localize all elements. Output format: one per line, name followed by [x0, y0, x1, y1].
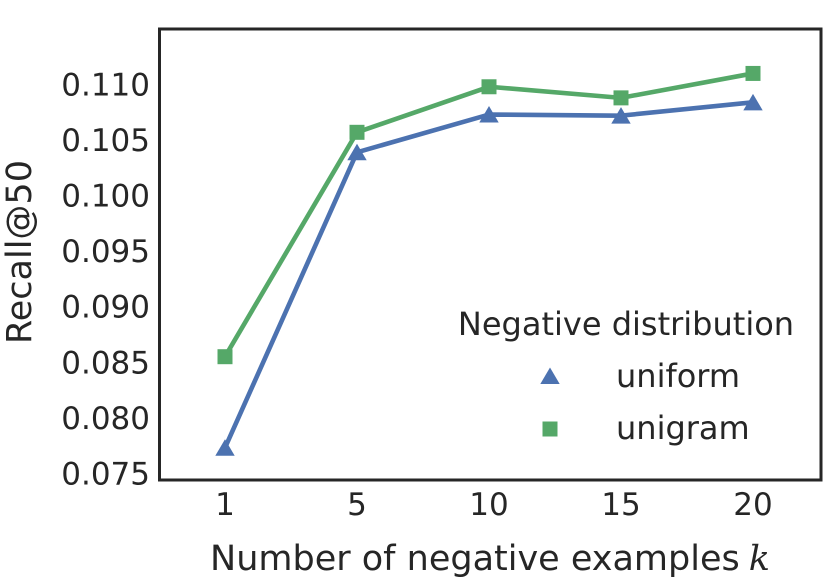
y-tick-label: 0.090	[61, 290, 150, 326]
legend-item-unigram: unigram	[542, 409, 750, 447]
data-point-marker-unigram	[613, 90, 629, 106]
y-tick-label: 0.100	[61, 179, 150, 215]
x-tick-label: 15	[601, 487, 640, 523]
data-point-marker-unigram	[217, 349, 233, 365]
data-point-marker-unigram	[481, 79, 497, 95]
data-point-marker-uniform	[743, 93, 763, 111]
legend-item-label: unigram	[616, 409, 750, 447]
x-tick-label: 1	[215, 487, 235, 523]
x-tick-label: 20	[733, 487, 772, 523]
x-tick-label: 10	[469, 487, 508, 523]
triangle-marker-icon	[540, 367, 560, 384]
data-point-marker-uniform	[479, 106, 499, 123]
legend-title: Negative distribution	[458, 305, 794, 343]
legend-item-uniform: uniform	[540, 357, 740, 395]
x-axis-label-text: Number of negative examples	[210, 539, 740, 579]
y-tick-label: 0.110	[61, 68, 150, 104]
data-point-marker-unigram	[745, 65, 761, 81]
data-point-marker-uniform	[347, 143, 367, 161]
plot-area-border	[158, 27, 823, 482]
data-point-marker-unigram	[349, 124, 365, 140]
y-tick-label: 0.095	[61, 234, 150, 270]
square-marker-icon	[542, 421, 558, 437]
y-axis-label: Recall@50	[0, 160, 40, 344]
series-line-uniform	[222, 100, 756, 451]
data-point-marker-uniform	[611, 107, 631, 124]
legend: Negative distribution uniform unigram	[458, 305, 794, 447]
y-tick-label: 0.085	[61, 345, 150, 381]
legend-item-label: uniform	[616, 357, 740, 395]
x-axis-label-variable: k	[749, 539, 770, 579]
y-tick-label: 0.075	[61, 456, 150, 492]
y-tick-label: 0.105	[61, 123, 150, 159]
x-tick-label: 5	[347, 487, 367, 523]
y-tick-label: 0.080	[61, 401, 150, 437]
data-point-marker-uniform	[215, 439, 235, 456]
x-axis-label: Number of negative examples k	[210, 539, 770, 579]
